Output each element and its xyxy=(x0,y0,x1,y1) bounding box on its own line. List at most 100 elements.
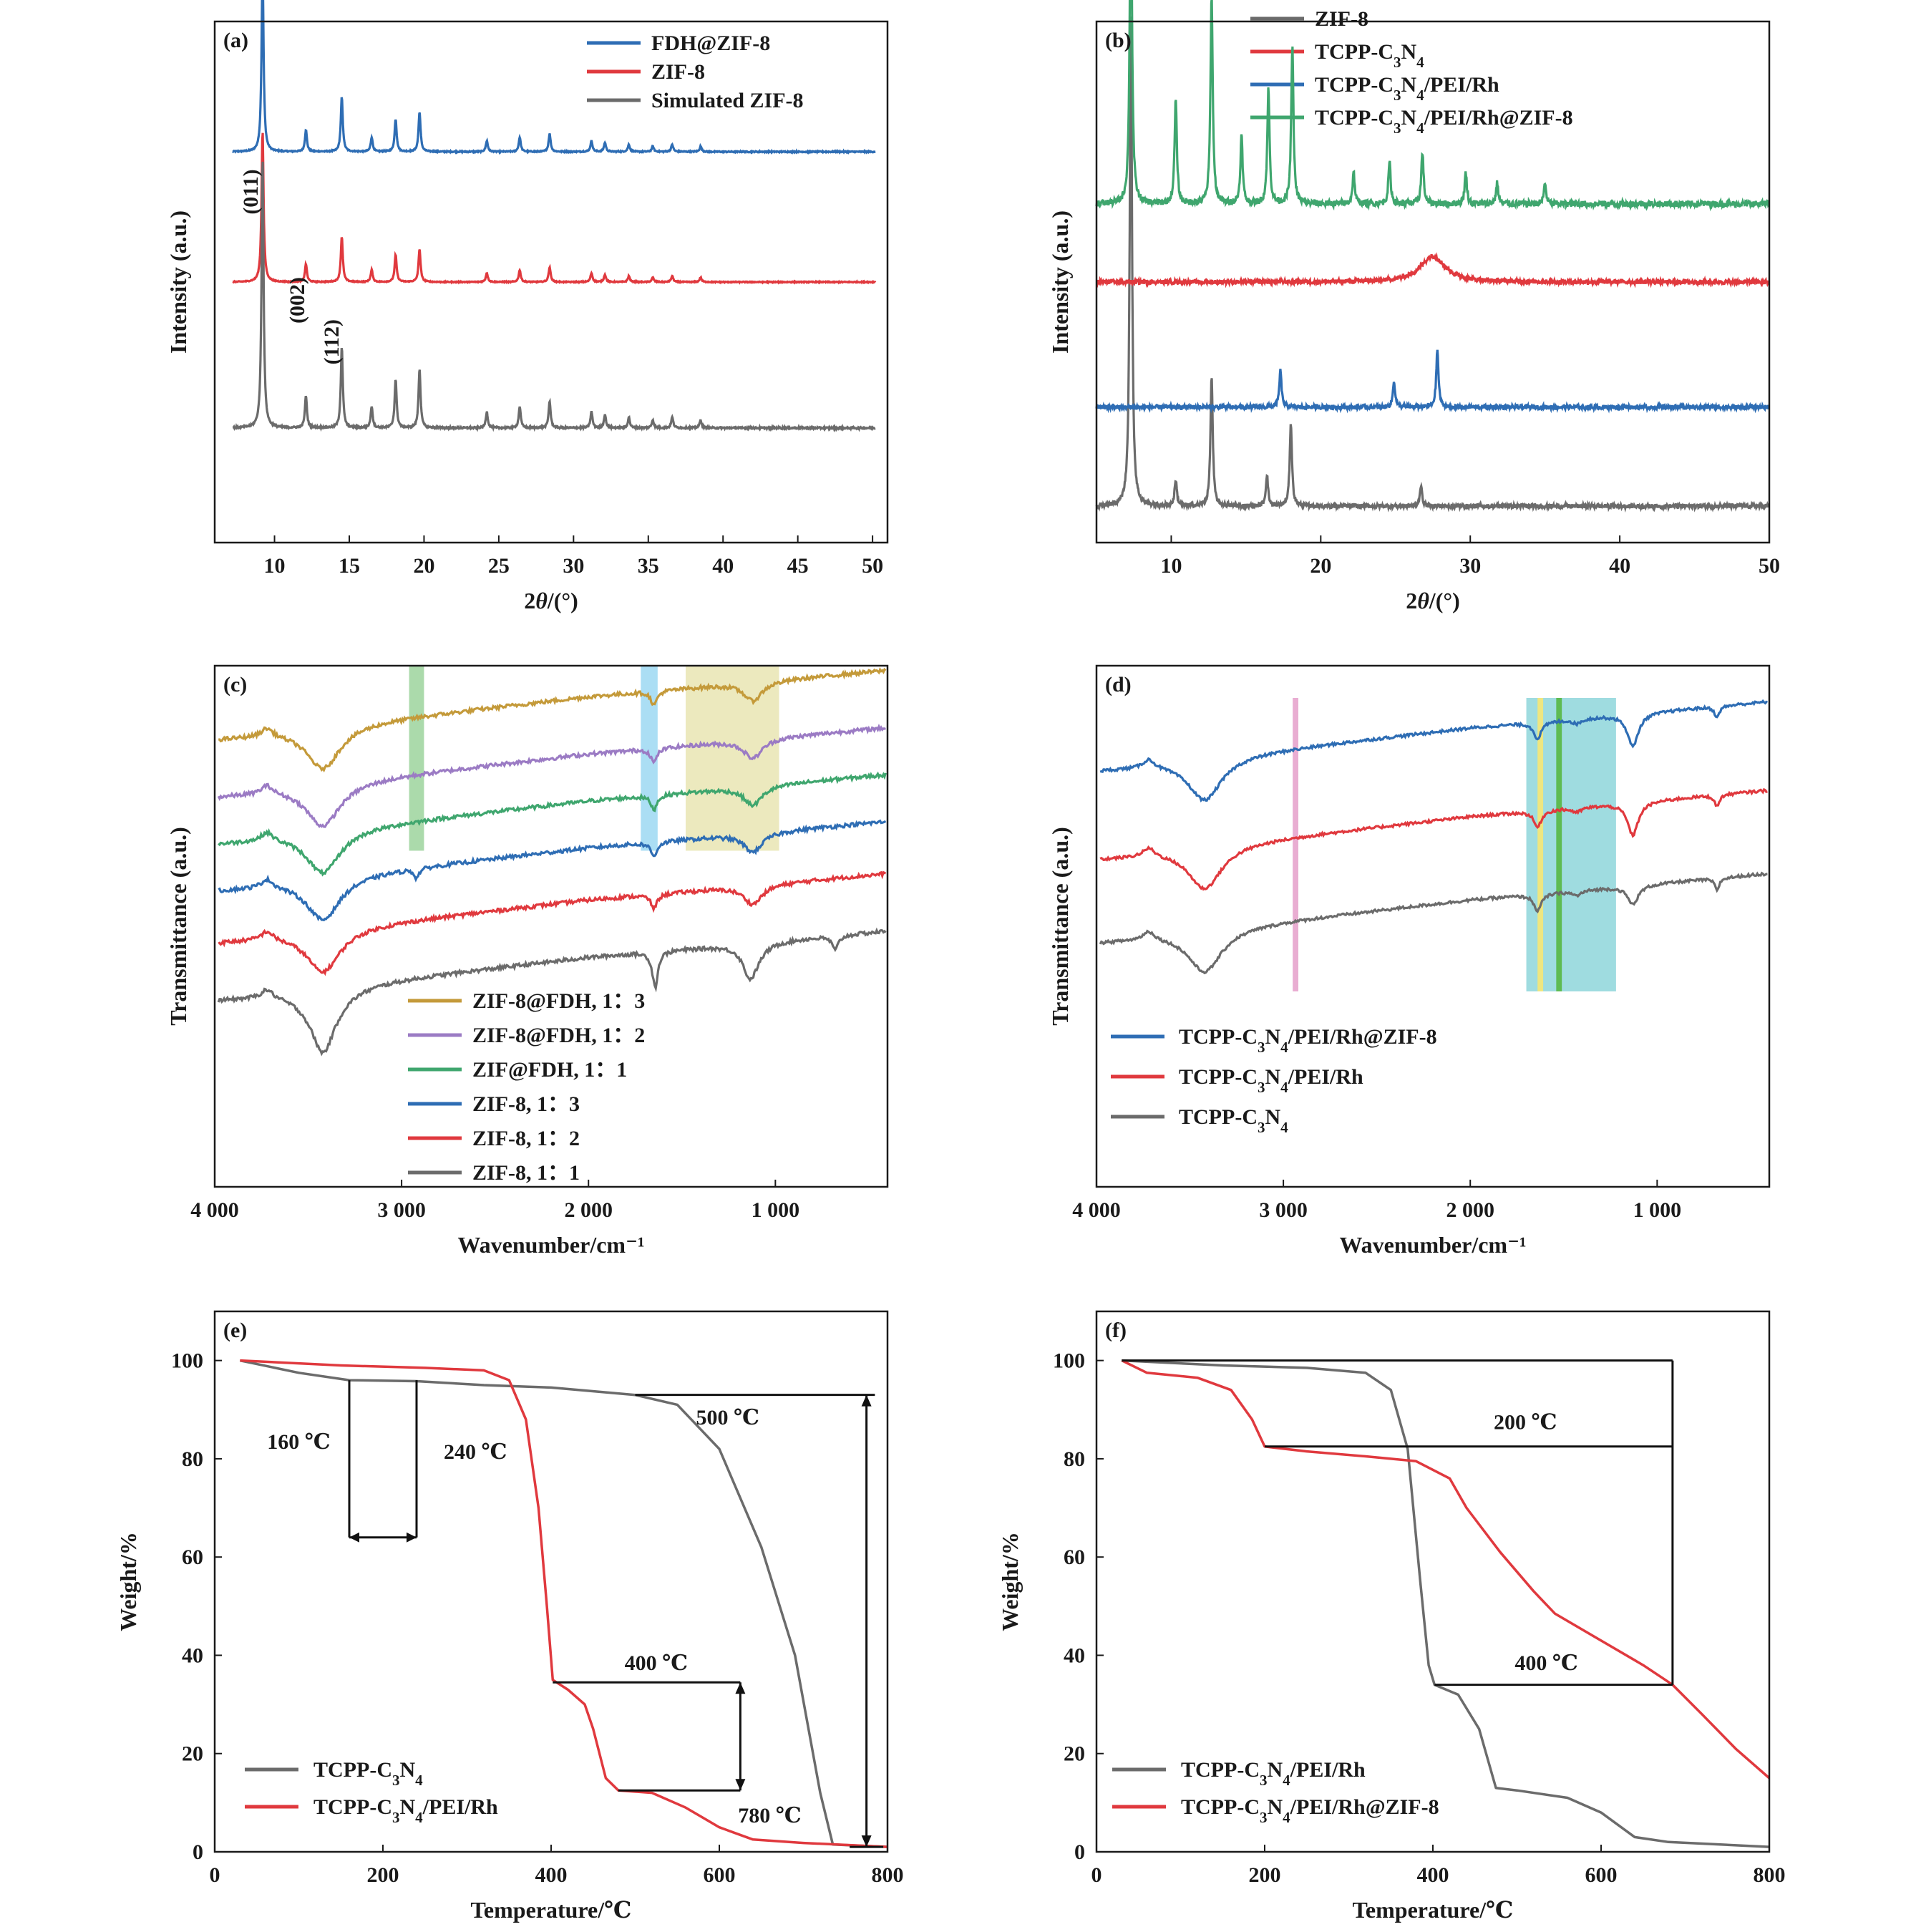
panel-label: (b) xyxy=(1105,29,1132,52)
text-span: /(°) xyxy=(1429,588,1460,613)
x-tick-label: 0 xyxy=(1091,1863,1102,1887)
x-tick-label: 400 xyxy=(1417,1863,1449,1887)
annotation-text: 500 ℃ xyxy=(696,1406,759,1429)
x-tick-label: 40 xyxy=(1609,554,1630,578)
legend-label: TCPP-C3N4/PEI/Rh xyxy=(1179,1065,1363,1096)
highlight-band xyxy=(641,666,658,851)
annotation-text: 780 ℃ xyxy=(738,1804,801,1827)
highlight-band xyxy=(686,666,779,851)
text-span: TCPP- xyxy=(1181,1795,1244,1819)
plot-frame-d xyxy=(1095,664,1771,1188)
y-tick-label: 0 xyxy=(1074,1840,1085,1864)
text-span: N xyxy=(1265,1105,1281,1129)
x-tick-label: 2 000 xyxy=(1446,1198,1494,1222)
text-span: ZIF-8 xyxy=(1315,7,1368,31)
peak-annotation: (112) xyxy=(320,319,344,364)
legend-label: ZIF@FDH, 1：1 xyxy=(472,1058,627,1082)
text-span: N xyxy=(400,1795,416,1819)
text-span: /PEI/Rh xyxy=(422,1795,498,1819)
y-tick-label: 20 xyxy=(1064,1742,1085,1766)
y-tick-label: 60 xyxy=(182,1545,203,1569)
x-axis-label: Wavenumber/cm⁻¹ xyxy=(1339,1232,1526,1258)
series-line-gray xyxy=(1099,871,1768,975)
x-tick-label: 200 xyxy=(367,1863,399,1887)
text-span: /PEI/Rh xyxy=(1424,73,1499,97)
panel-label: (a) xyxy=(223,29,248,52)
series-line-blue xyxy=(1095,349,1769,414)
series-line-blue xyxy=(231,0,876,155)
highlight-band xyxy=(1537,698,1544,991)
x-tick-label: 600 xyxy=(704,1863,736,1887)
text-span: C xyxy=(1378,40,1394,64)
arrowhead xyxy=(861,1835,872,1848)
subscript: 4 xyxy=(1416,87,1424,104)
text-span: TCPP- xyxy=(1179,1065,1242,1089)
text-span: C xyxy=(1378,73,1394,97)
subscript: 3 xyxy=(392,1772,400,1789)
panel-a-x-axis: 10 15 20 25 30 35 40 45 50 xyxy=(264,535,883,578)
text-span: TCPP- xyxy=(313,1795,376,1819)
text-span: TCPP- xyxy=(1179,1025,1242,1049)
arrowhead xyxy=(349,1532,359,1543)
x-tick-label: 400 xyxy=(535,1863,568,1887)
subscript: 4 xyxy=(1280,1039,1288,1056)
x-tick-label: 4 000 xyxy=(190,1198,239,1222)
annotation-text: 400 ℃ xyxy=(625,1651,688,1675)
x-tick-label: 4 000 xyxy=(1072,1198,1121,1222)
subscript: 4 xyxy=(1280,1079,1288,1096)
x-tick-label: 50 xyxy=(862,554,883,578)
x-tick-label: 600 xyxy=(1585,1863,1618,1887)
subscript: 3 xyxy=(1258,1119,1265,1136)
text-span: TCPP- xyxy=(1315,106,1378,130)
text-span: TCPP- xyxy=(1181,1758,1244,1782)
y-axis-label: Intensity (a.u.) xyxy=(165,210,191,354)
highlight-band xyxy=(409,666,424,851)
subscript: 3 xyxy=(1258,1079,1265,1096)
series-line-red xyxy=(218,870,887,976)
x-tick-label: 800 xyxy=(872,1863,904,1887)
peak-annotation: (002) xyxy=(286,277,309,324)
text-span: TCPP- xyxy=(1179,1105,1242,1129)
panel-label: (d) xyxy=(1105,673,1132,696)
text-span: N xyxy=(400,1758,416,1782)
arrowhead xyxy=(735,1682,746,1694)
y-axis-label: Intensity (a.u.) xyxy=(1047,210,1073,354)
series-line-red xyxy=(1121,1359,1771,1780)
y-tick-label: 80 xyxy=(182,1447,203,1471)
y-tick-label: 60 xyxy=(1064,1545,1085,1569)
subscript: 4 xyxy=(415,1772,423,1789)
x-tick-label: 0 xyxy=(210,1863,220,1887)
y-tick-label: 0 xyxy=(193,1840,203,1864)
x-tick-label: 20 xyxy=(413,554,434,578)
subscript: 3 xyxy=(392,1809,400,1826)
text-span: /PEI/Rh xyxy=(1288,1065,1363,1089)
panel-label: (e) xyxy=(223,1319,247,1342)
y-tick-label: 100 xyxy=(171,1349,203,1373)
text-span: /PEI/Rh xyxy=(1290,1758,1366,1782)
legend-label: ZIF-8@FDH, 1：2 xyxy=(472,1024,645,1047)
subscript: 4 xyxy=(1283,1772,1290,1789)
text-span: C xyxy=(1244,1795,1260,1819)
x-tick-label: 10 xyxy=(1160,554,1182,578)
x-tick-label: 30 xyxy=(1459,554,1481,578)
x-axis-label: Temperature/℃ xyxy=(471,1897,632,1923)
x-tick-label: 800 xyxy=(1754,1863,1786,1887)
legend-label: ZIF-8, 1：2 xyxy=(472,1127,580,1150)
annotation-text: 240 ℃ xyxy=(444,1440,507,1464)
text-span: /PEI/Rh@ZIF-8 xyxy=(1424,106,1573,130)
subscript: 3 xyxy=(1260,1809,1268,1826)
x-tick-label: 40 xyxy=(712,554,734,578)
subscript: 3 xyxy=(1394,87,1401,104)
legend-label: ZIF-8 xyxy=(651,60,705,84)
annotation-text: 160 ℃ xyxy=(267,1430,330,1454)
x-tick-label: 15 xyxy=(339,554,360,578)
series-line-gray xyxy=(217,927,887,1057)
x-tick-label: 1 000 xyxy=(752,1198,800,1222)
y-tick-label: 80 xyxy=(1064,1447,1085,1471)
panel-f-x-axis: 0 200 400 600 800 xyxy=(1091,1845,1786,1887)
legend-label: TCPP-C3N4 xyxy=(1179,1105,1288,1136)
text-span: TCPP- xyxy=(1315,73,1378,97)
text-span: C xyxy=(1378,106,1394,130)
y-tick-label: 20 xyxy=(182,1742,203,1766)
x-tick-label: 3 000 xyxy=(1259,1198,1308,1222)
